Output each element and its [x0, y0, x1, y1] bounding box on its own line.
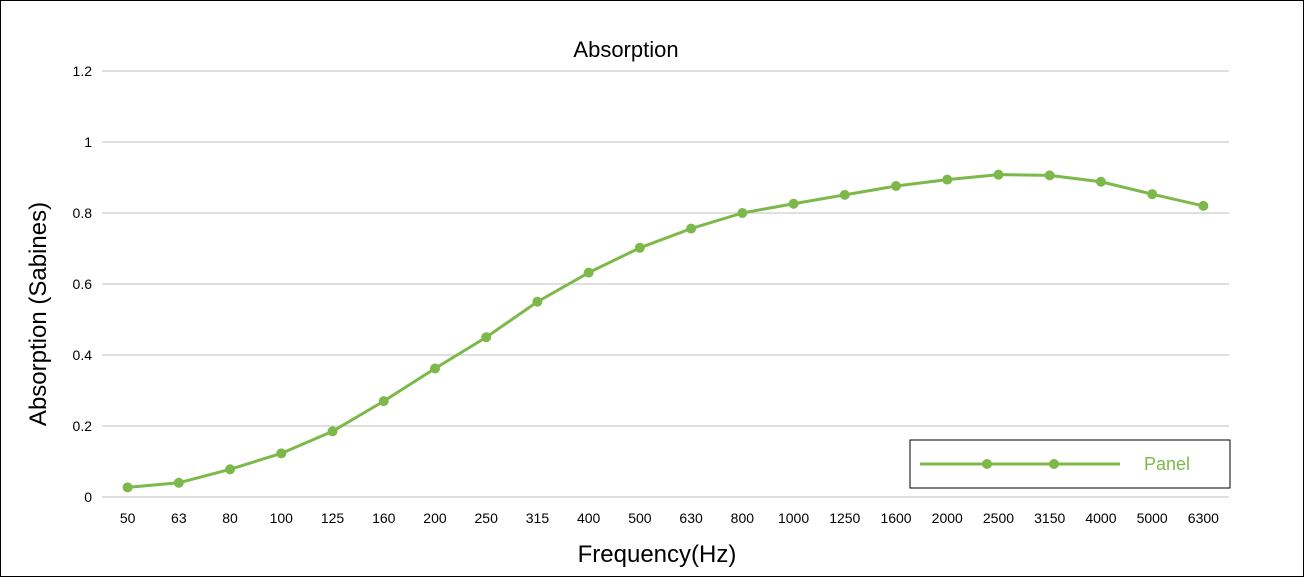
x-tick-label: 1250: [829, 510, 860, 526]
x-tick-label: 80: [222, 510, 238, 526]
data-point: [737, 208, 748, 218]
data-point: [634, 242, 645, 253]
data-point: [378, 396, 389, 407]
data-point: [1198, 200, 1209, 211]
series-line-panel: [127, 173, 1204, 489]
data-point: [429, 363, 440, 374]
x-tick-label: 100: [270, 510, 294, 526]
y-tick-label: 0.4: [73, 347, 93, 363]
data-point: [788, 198, 799, 209]
grid-lines: [102, 70, 1229, 498]
x-tick-label: 2000: [932, 510, 963, 526]
x-tick-label: 50: [120, 510, 136, 526]
y-tick-label: 0: [84, 489, 92, 505]
x-tick-label: 125: [321, 510, 345, 526]
data-point: [481, 332, 492, 343]
x-tick-label: 200: [423, 510, 447, 526]
data-point: [122, 482, 133, 493]
x-tick-label: 1600: [880, 510, 911, 526]
y-tick-labels: 0 0.2 0.4 0.6 0.8 1 1.2: [73, 63, 93, 505]
x-tick-label: 4000: [1085, 510, 1116, 526]
data-point: [225, 464, 236, 475]
x-tick-label: 5000: [1137, 510, 1168, 526]
data-point: [891, 181, 902, 192]
x-tick-label: 315: [526, 510, 550, 526]
data-point: [276, 448, 287, 459]
x-tick-label: 3150: [1034, 510, 1065, 526]
y-tick-label: 0.8: [73, 205, 93, 221]
y-tick-label: 1: [84, 134, 92, 150]
data-point: [686, 223, 697, 234]
data-point: [1095, 176, 1106, 187]
data-point: [839, 189, 850, 200]
x-tick-label: 630: [679, 510, 703, 526]
x-tick-label: 63: [171, 510, 187, 526]
data-point: [327, 426, 338, 437]
x-tick-label: 6300: [1188, 510, 1219, 526]
data-point: [532, 296, 543, 307]
x-tick-label: 160: [372, 510, 396, 526]
x-tick-label: 250: [475, 510, 499, 526]
x-tick-label: 2500: [983, 510, 1014, 526]
x-tick-label: 500: [628, 510, 652, 526]
x-tick-labels: 50 63 80 100 125 160 200 250 315 400 500 630 800 1000…: [120, 510, 1219, 526]
data-point: [583, 267, 594, 278]
x-tick-label: 1000: [778, 510, 809, 526]
legend-label-panel: Panel: [1144, 454, 1190, 474]
y-tick-label: 0.2: [73, 418, 93, 434]
y-tick-label: 1.2: [73, 63, 93, 79]
data-point: [1147, 189, 1158, 200]
x-tick-label: 400: [577, 510, 601, 526]
y-axis-label: Absorption (Sabines): [25, 202, 52, 426]
x-tick-label: 800: [731, 510, 755, 526]
y-tick-label: 0.6: [73, 276, 93, 292]
x-axis-label: Frequency(Hz): [578, 541, 737, 568]
data-point: [1044, 170, 1055, 181]
data-point: [942, 174, 953, 185]
data-point: [173, 477, 184, 488]
data-point: [993, 169, 1004, 180]
chart-title: Absorption: [573, 37, 678, 62]
legend: Panel: [909, 439, 1231, 489]
legend-marker-panel: [1049, 459, 1059, 469]
legend-marker-panel: [982, 459, 992, 469]
series-points: [122, 169, 1209, 493]
